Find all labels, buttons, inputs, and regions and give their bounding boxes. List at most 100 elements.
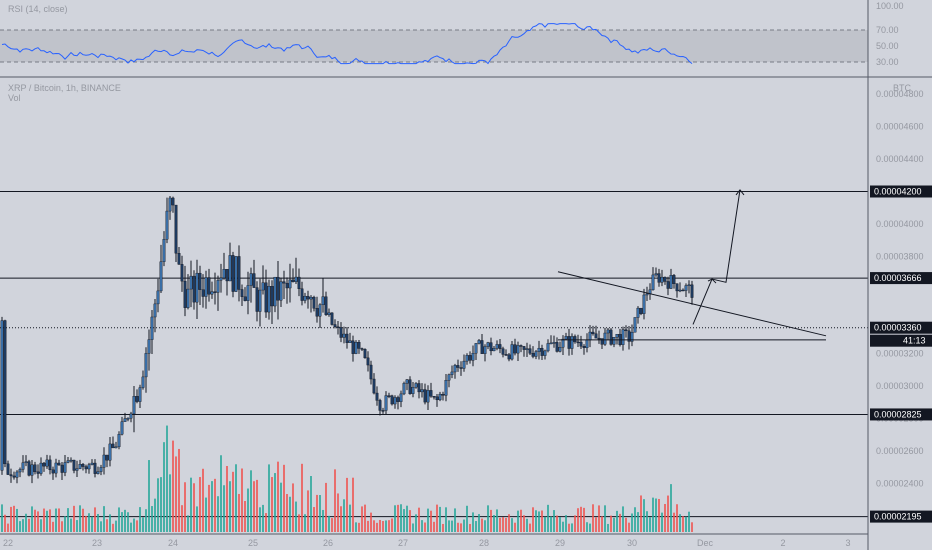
volume-bar	[331, 518, 333, 532]
volume-bar	[637, 512, 639, 532]
volume-bar	[379, 519, 381, 532]
candle-body	[543, 350, 547, 356]
candle-body	[330, 312, 334, 325]
current-price-badge[interactable]	[870, 321, 932, 334]
volume-bar	[307, 490, 309, 532]
volume-bar	[247, 488, 249, 532]
candle-body	[3, 320, 7, 465]
volume-bar	[139, 507, 141, 532]
volume-bar	[499, 517, 501, 532]
candle-body	[126, 418, 130, 420]
price-tick-label: 0.00004400	[876, 154, 924, 164]
volume-bar	[661, 512, 663, 532]
volume-bar	[520, 509, 522, 532]
volume-bar	[40, 519, 42, 532]
volume-bar	[268, 464, 270, 532]
candle-body	[228, 255, 232, 282]
candle-body	[411, 387, 415, 394]
volume-bar	[382, 521, 384, 532]
volume-bar	[466, 505, 468, 532]
volume-bar	[124, 509, 126, 532]
volume-bar	[601, 516, 603, 532]
level-badge[interactable]	[870, 408, 932, 421]
candle-body	[78, 464, 82, 469]
candle-body	[426, 390, 430, 403]
candle-body	[285, 282, 289, 289]
candle-body	[504, 354, 508, 356]
candle-body	[549, 342, 553, 345]
volume-bar	[391, 518, 393, 532]
candle-body	[336, 326, 340, 328]
candle-body	[213, 291, 217, 293]
volume-bar	[7, 523, 9, 532]
level-badge[interactable]	[870, 272, 932, 285]
candle-body	[471, 353, 475, 361]
time-tick-label: 29	[555, 538, 565, 548]
volume-bar	[673, 512, 675, 532]
level-badge[interactable]	[870, 185, 932, 198]
volume-bar	[148, 460, 150, 532]
volume-bar	[205, 497, 207, 532]
candle-body	[585, 339, 589, 348]
volume-bar	[103, 506, 105, 532]
candle-body	[465, 355, 469, 362]
candle-body	[42, 462, 46, 467]
volume-bar	[439, 506, 441, 532]
volume-bar	[628, 522, 630, 532]
candle-body	[21, 462, 25, 470]
projection-arrowhead	[707, 278, 717, 284]
volume-bar	[304, 514, 306, 532]
level-badge-label: 0.00002825	[874, 409, 922, 419]
volume-bar	[388, 520, 390, 532]
candle-body	[606, 329, 610, 334]
volume-bar	[61, 521, 63, 532]
candle-body	[510, 344, 514, 360]
candle-body	[102, 454, 106, 468]
volume-bar	[460, 523, 462, 532]
candle-body	[93, 462, 97, 474]
level-badge[interactable]	[870, 510, 932, 523]
candle-body	[270, 286, 274, 307]
volume-bar	[484, 520, 486, 532]
candle-body	[9, 474, 13, 477]
volume-bar	[46, 510, 48, 532]
volume-bar	[175, 456, 177, 532]
candle-body	[519, 345, 523, 347]
candle-body	[237, 256, 241, 290]
candle-body	[444, 380, 448, 396]
volume-bar	[49, 509, 51, 532]
volume-bar	[685, 516, 687, 532]
volume-bar	[16, 508, 18, 532]
candle-body	[114, 446, 118, 449]
volume-bar	[646, 511, 648, 532]
projection-path[interactable]	[692, 189, 741, 325]
volume-bar	[322, 509, 324, 532]
volume-bar	[613, 517, 615, 532]
volume-bar	[199, 477, 201, 532]
candle-body	[63, 462, 67, 473]
candle-body	[513, 344, 517, 354]
candle-body	[321, 296, 325, 306]
trend-line[interactable]	[557, 271, 827, 337]
candle-body	[396, 397, 400, 402]
volume-bar	[400, 504, 402, 532]
candle-body	[201, 289, 205, 297]
candle-body	[417, 383, 421, 393]
candle-body	[555, 342, 559, 352]
rsi-tick-label: 50.00	[876, 41, 899, 51]
volume-bar	[688, 511, 690, 532]
candle-body	[297, 276, 301, 289]
candle-body	[27, 461, 31, 476]
volume-bar	[190, 477, 192, 532]
candle-body	[657, 273, 661, 283]
volume-bar	[532, 507, 534, 532]
rsi-legend-label: RSI (14, close)	[8, 4, 68, 14]
volume-bar	[256, 479, 258, 532]
candle-body	[216, 280, 220, 293]
volume-bar	[109, 514, 111, 532]
candle-body	[438, 393, 442, 401]
candle-body	[681, 289, 685, 292]
current-price-label: 0.00003360	[874, 323, 922, 333]
candle-body	[186, 288, 190, 308]
